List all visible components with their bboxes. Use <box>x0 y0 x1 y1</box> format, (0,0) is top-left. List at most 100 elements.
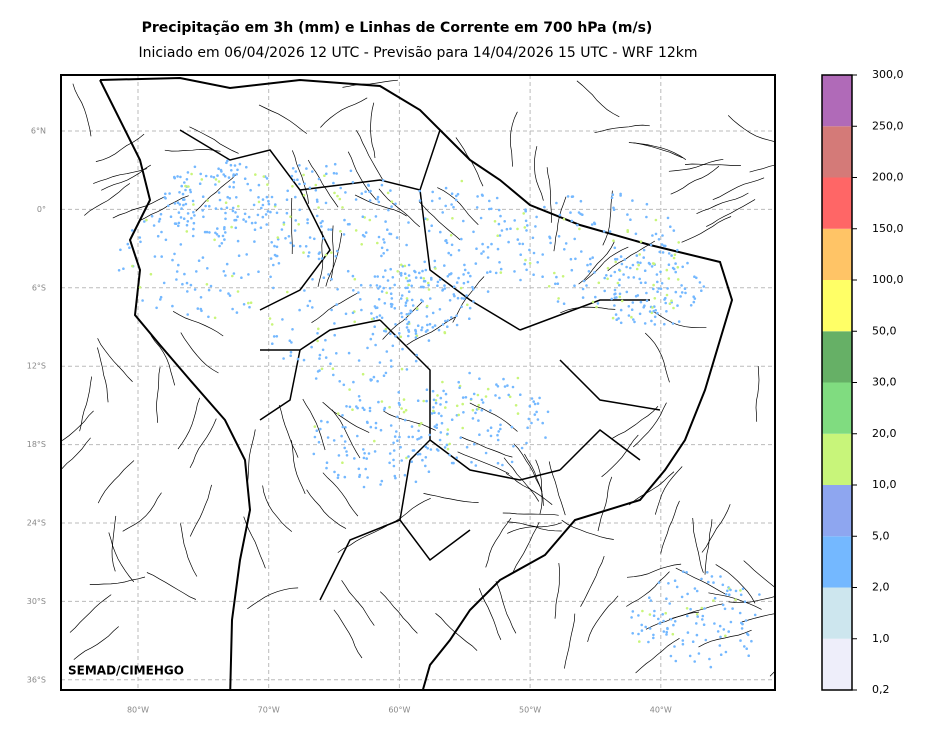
rain-dot <box>371 332 375 336</box>
rain-dot <box>510 460 514 464</box>
rain-dot <box>631 301 635 304</box>
rain-dot <box>455 281 459 284</box>
rain-dot <box>536 418 540 421</box>
rain-dot <box>692 300 696 304</box>
rain-dot <box>433 259 437 263</box>
lon-label: 70°W <box>258 706 280 715</box>
rain-dot <box>704 638 708 642</box>
rain-dot <box>570 219 574 223</box>
rain-dot <box>315 429 319 433</box>
rain-dot <box>179 243 183 246</box>
rain-dot <box>496 461 500 465</box>
colorbar-label: 0,2 <box>872 683 890 696</box>
streamline <box>262 485 293 532</box>
rain-dot <box>215 233 219 236</box>
colorbar-label: 20,0 <box>872 427 897 440</box>
rain-dot <box>208 231 211 234</box>
streamline <box>112 196 165 219</box>
rain-dot <box>588 257 592 261</box>
rain-dot <box>186 220 190 223</box>
rain-dot <box>177 224 180 228</box>
rain-dot <box>639 261 642 265</box>
rain-dot <box>394 323 397 326</box>
rain-dot <box>307 254 310 258</box>
rain-dot <box>758 593 761 596</box>
rain-dot <box>384 220 387 223</box>
rain-dot <box>357 467 361 471</box>
rain-dot <box>253 240 256 243</box>
streamline <box>509 111 518 167</box>
rain-dot <box>475 247 478 250</box>
rain-dot <box>656 280 659 284</box>
rain-dot <box>367 183 370 187</box>
rain-dot <box>657 287 660 290</box>
rain-dot <box>184 184 187 188</box>
rain-dot <box>389 302 393 306</box>
rain-dot <box>728 593 731 596</box>
streamline <box>146 572 197 600</box>
rain-dot <box>686 592 689 596</box>
rain-dot <box>675 585 679 589</box>
rain-dot <box>455 314 458 318</box>
rain-dot <box>236 215 239 218</box>
rain-dot <box>701 618 704 621</box>
rain-dot <box>324 201 328 205</box>
rain-dot <box>655 273 659 276</box>
rain-dot <box>368 199 372 202</box>
rain-dot <box>331 367 335 371</box>
rain-dot <box>327 273 330 276</box>
rain-dot <box>184 202 188 206</box>
rain-dot <box>333 162 337 166</box>
rain-dot <box>734 598 737 601</box>
rain-dot <box>153 255 157 258</box>
rain-dot <box>670 299 673 303</box>
rain-dot <box>303 289 306 292</box>
rain-dot <box>476 195 479 198</box>
streamline <box>755 365 760 422</box>
rain-dot <box>457 380 461 384</box>
rain-dot <box>652 614 656 617</box>
rain-dot <box>337 473 340 477</box>
rain-dot <box>424 464 427 468</box>
rain-dot <box>318 353 322 357</box>
colorbar-segment <box>822 75 852 127</box>
rain-dot <box>686 614 689 618</box>
rain-dot <box>556 300 560 303</box>
rain-dot <box>630 315 633 319</box>
rain-dot <box>496 438 500 442</box>
rain-dot <box>498 396 501 400</box>
rain-dot <box>403 272 407 276</box>
rain-dot <box>428 322 432 326</box>
rain-dot <box>270 241 274 244</box>
rain-dot <box>407 320 411 324</box>
rain-dot <box>635 254 639 257</box>
rain-dot <box>416 453 420 456</box>
rain-dot <box>392 441 395 445</box>
rain-dot <box>341 206 344 209</box>
rain-dot <box>418 452 422 456</box>
rain-dot <box>205 283 209 286</box>
rain-dot <box>631 263 635 267</box>
rain-dot <box>513 270 516 273</box>
streamline <box>668 158 724 172</box>
rain-dot <box>224 231 227 234</box>
streamline <box>692 517 704 573</box>
rain-dot <box>117 269 121 272</box>
rain-dot <box>457 413 461 417</box>
rain-dot <box>403 418 407 422</box>
rain-dot <box>286 290 289 294</box>
rain-dot <box>139 240 142 244</box>
rain-dot <box>664 301 667 305</box>
rain-dot <box>313 435 317 439</box>
rain-dot <box>150 214 154 218</box>
rain-dot <box>638 312 642 316</box>
rain-dot <box>199 296 203 299</box>
rain-dot <box>425 304 429 308</box>
rain-dot <box>686 261 689 265</box>
lat-label: 24°S <box>27 519 46 528</box>
rain-dot <box>173 252 176 256</box>
rain-dot <box>493 220 497 223</box>
rain-dot <box>519 278 522 282</box>
rain-dot <box>464 396 468 399</box>
rain-dot <box>407 435 411 439</box>
